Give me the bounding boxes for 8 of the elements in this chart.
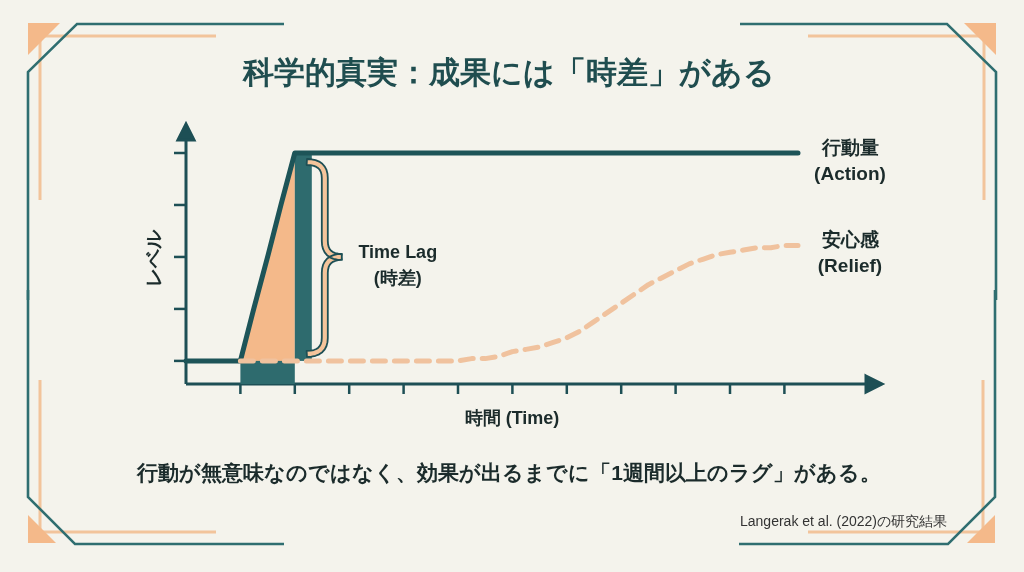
text: Langerak et al. (2022)の研究結果 [740,513,947,529]
annotation: Time Lag (時差) [358,241,438,288]
x-axis-title: 時間 (Time) [464,408,560,428]
chart-title: 科学的真実：成果には「時差」がある [242,54,775,90]
series-label: 安心感 (Relief) [817,228,883,276]
text: 行動が無意味なのではなく、効果が出るまでに「1週間以上のラグ」がある。 [136,460,881,485]
series-label: 行動量 (Action) [814,136,886,184]
y-axis-title: レベル [142,228,164,287]
